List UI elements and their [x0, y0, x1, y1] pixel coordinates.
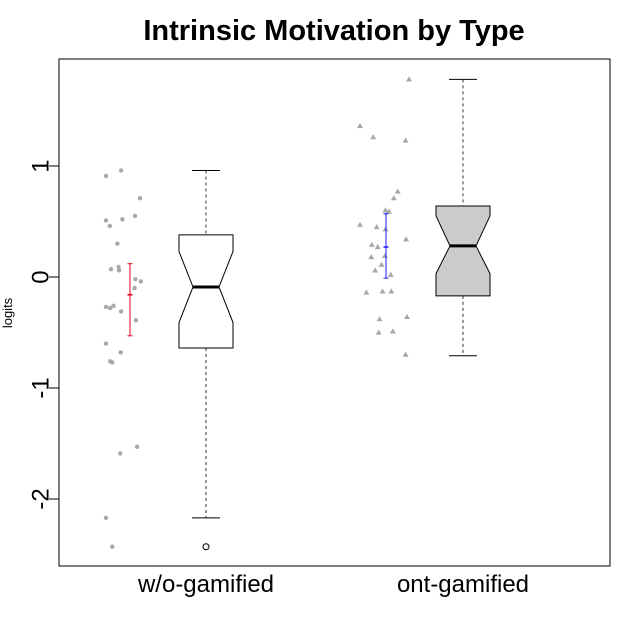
notched-box: [435, 205, 491, 297]
jitter-point: [132, 285, 137, 291]
jitter-point: [406, 76, 412, 82]
jitter-point: [373, 224, 380, 230]
y-axis: 1 0 -1 -2: [27, 159, 60, 510]
jitter-point: [357, 221, 363, 227]
jitter-point: [118, 451, 123, 456]
jitter-point: [103, 218, 109, 223]
jitter-point: [115, 241, 120, 246]
jitter-point: [133, 318, 139, 323]
jitter-point: [372, 267, 379, 273]
y-axis-label: logits: [0, 297, 15, 328]
jitter-point: [375, 329, 382, 335]
jitter-point: [110, 360, 115, 365]
chart-title: Intrinsic Motivation by Type: [143, 15, 524, 47]
jitter-point: [385, 208, 392, 214]
jitter-point: [108, 267, 114, 272]
jitter-point: [116, 268, 122, 273]
jitter-point: [376, 316, 383, 322]
jitter-point: [378, 261, 385, 267]
jitter-point: [116, 264, 121, 270]
group-0: [103, 168, 234, 551]
jitter-point: [382, 207, 389, 213]
jitter-point: [363, 289, 370, 295]
jitter-point: [120, 217, 125, 222]
jitter-point: [374, 244, 381, 250]
jitter-point: [403, 236, 410, 242]
groups-layer: [103, 76, 491, 551]
jitter-point: [103, 515, 109, 521]
jitter-point: [103, 341, 109, 346]
jitter-point: [402, 351, 409, 357]
jitter-point: [387, 271, 394, 277]
group-1: [357, 76, 491, 357]
jitter-point: [137, 195, 143, 201]
jitter-point: [134, 444, 140, 450]
jitter-point: [103, 173, 109, 179]
jitter-point: [118, 350, 123, 355]
jitter-point: [118, 168, 124, 173]
jitter-point: [382, 226, 389, 232]
jitter-point: [368, 254, 375, 260]
jitter-point: [107, 223, 112, 229]
notched-box: [178, 234, 234, 349]
jitter-point: [388, 288, 395, 294]
x-axis-labels: w/o-gamified ont-gamified: [137, 571, 529, 598]
jitter-point: [357, 123, 363, 129]
jitter-point: [111, 303, 116, 309]
outlier-point: [202, 543, 210, 551]
y-tick-label: -2: [27, 488, 54, 509]
x-category-label: w/o-gamified: [137, 571, 274, 598]
jitter-point: [370, 134, 377, 140]
jitter-point: [368, 241, 375, 247]
jitter-point: [394, 188, 401, 194]
jitter-point: [110, 544, 115, 549]
jitter-point: [138, 279, 144, 284]
jitter-point: [404, 313, 411, 320]
x-category-label: ont-gamified: [397, 571, 529, 598]
jitter-point: [402, 137, 409, 143]
plot-frame: [58, 58, 611, 567]
jitter-point: [379, 288, 386, 294]
jitter-point: [381, 252, 388, 259]
jitter-point: [103, 304, 109, 310]
y-tick-label: 0: [27, 270, 54, 283]
jitter-point: [390, 195, 397, 201]
y-tick-label: 1: [27, 159, 54, 172]
jitter-point: [389, 328, 396, 334]
jitter-point: [108, 305, 113, 311]
y-tick-label: -1: [27, 377, 54, 398]
jitter-point: [118, 309, 124, 314]
jitter-point: [132, 213, 138, 219]
jitter-point: [133, 277, 138, 282]
